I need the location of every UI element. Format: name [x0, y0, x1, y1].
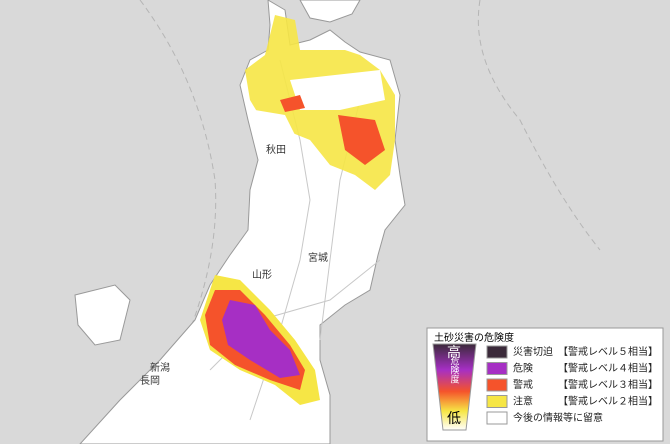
legend-swatch — [486, 395, 508, 408]
legend-label: 注意 — [513, 395, 533, 408]
legend-swatch — [486, 362, 508, 375]
scale-label: 危険度 — [449, 355, 460, 384]
boundary — [139, 0, 217, 331]
hazard-areas — [200, 15, 395, 405]
legend: 土砂災害の危険度 高 危険度 低 災害切迫 【警戒レベル５相当】危険 【警戒レベル４… — [426, 327, 664, 442]
legend-label: 危険 — [513, 363, 533, 375]
legend-title: 土砂災害の危険度 — [434, 331, 514, 344]
place-label: 新潟 — [150, 361, 170, 374]
legend-label: 今後の情報等に留意 — [513, 411, 603, 424]
scale-high: 高 — [447, 344, 461, 361]
legend-level: 【警戒レベル４相当】 — [558, 362, 658, 375]
legend-swatch — [486, 378, 508, 392]
place-label: 山形 — [252, 269, 272, 281]
legend-label: 災害切迫 — [513, 345, 553, 358]
scale-low: 低 — [447, 411, 461, 427]
legend-label: 警戒 — [513, 378, 533, 391]
place-label: 長岡 — [140, 375, 160, 387]
legend-level: 【警戒レベル２相当】 — [558, 395, 658, 408]
land — [299, 0, 361, 23]
place-label: 秋田 — [266, 143, 286, 156]
scale-bar — [432, 343, 477, 431]
island — [74, 284, 131, 346]
place-label: 宮城 — [308, 251, 328, 264]
legend-swatch — [486, 411, 508, 425]
boundary — [477, 0, 601, 251]
legend-swatch — [486, 345, 508, 359]
legend-level: 【警戒レベル３相当】 — [558, 378, 658, 391]
legend-level: 【警戒レベル５相当】 — [558, 345, 658, 358]
